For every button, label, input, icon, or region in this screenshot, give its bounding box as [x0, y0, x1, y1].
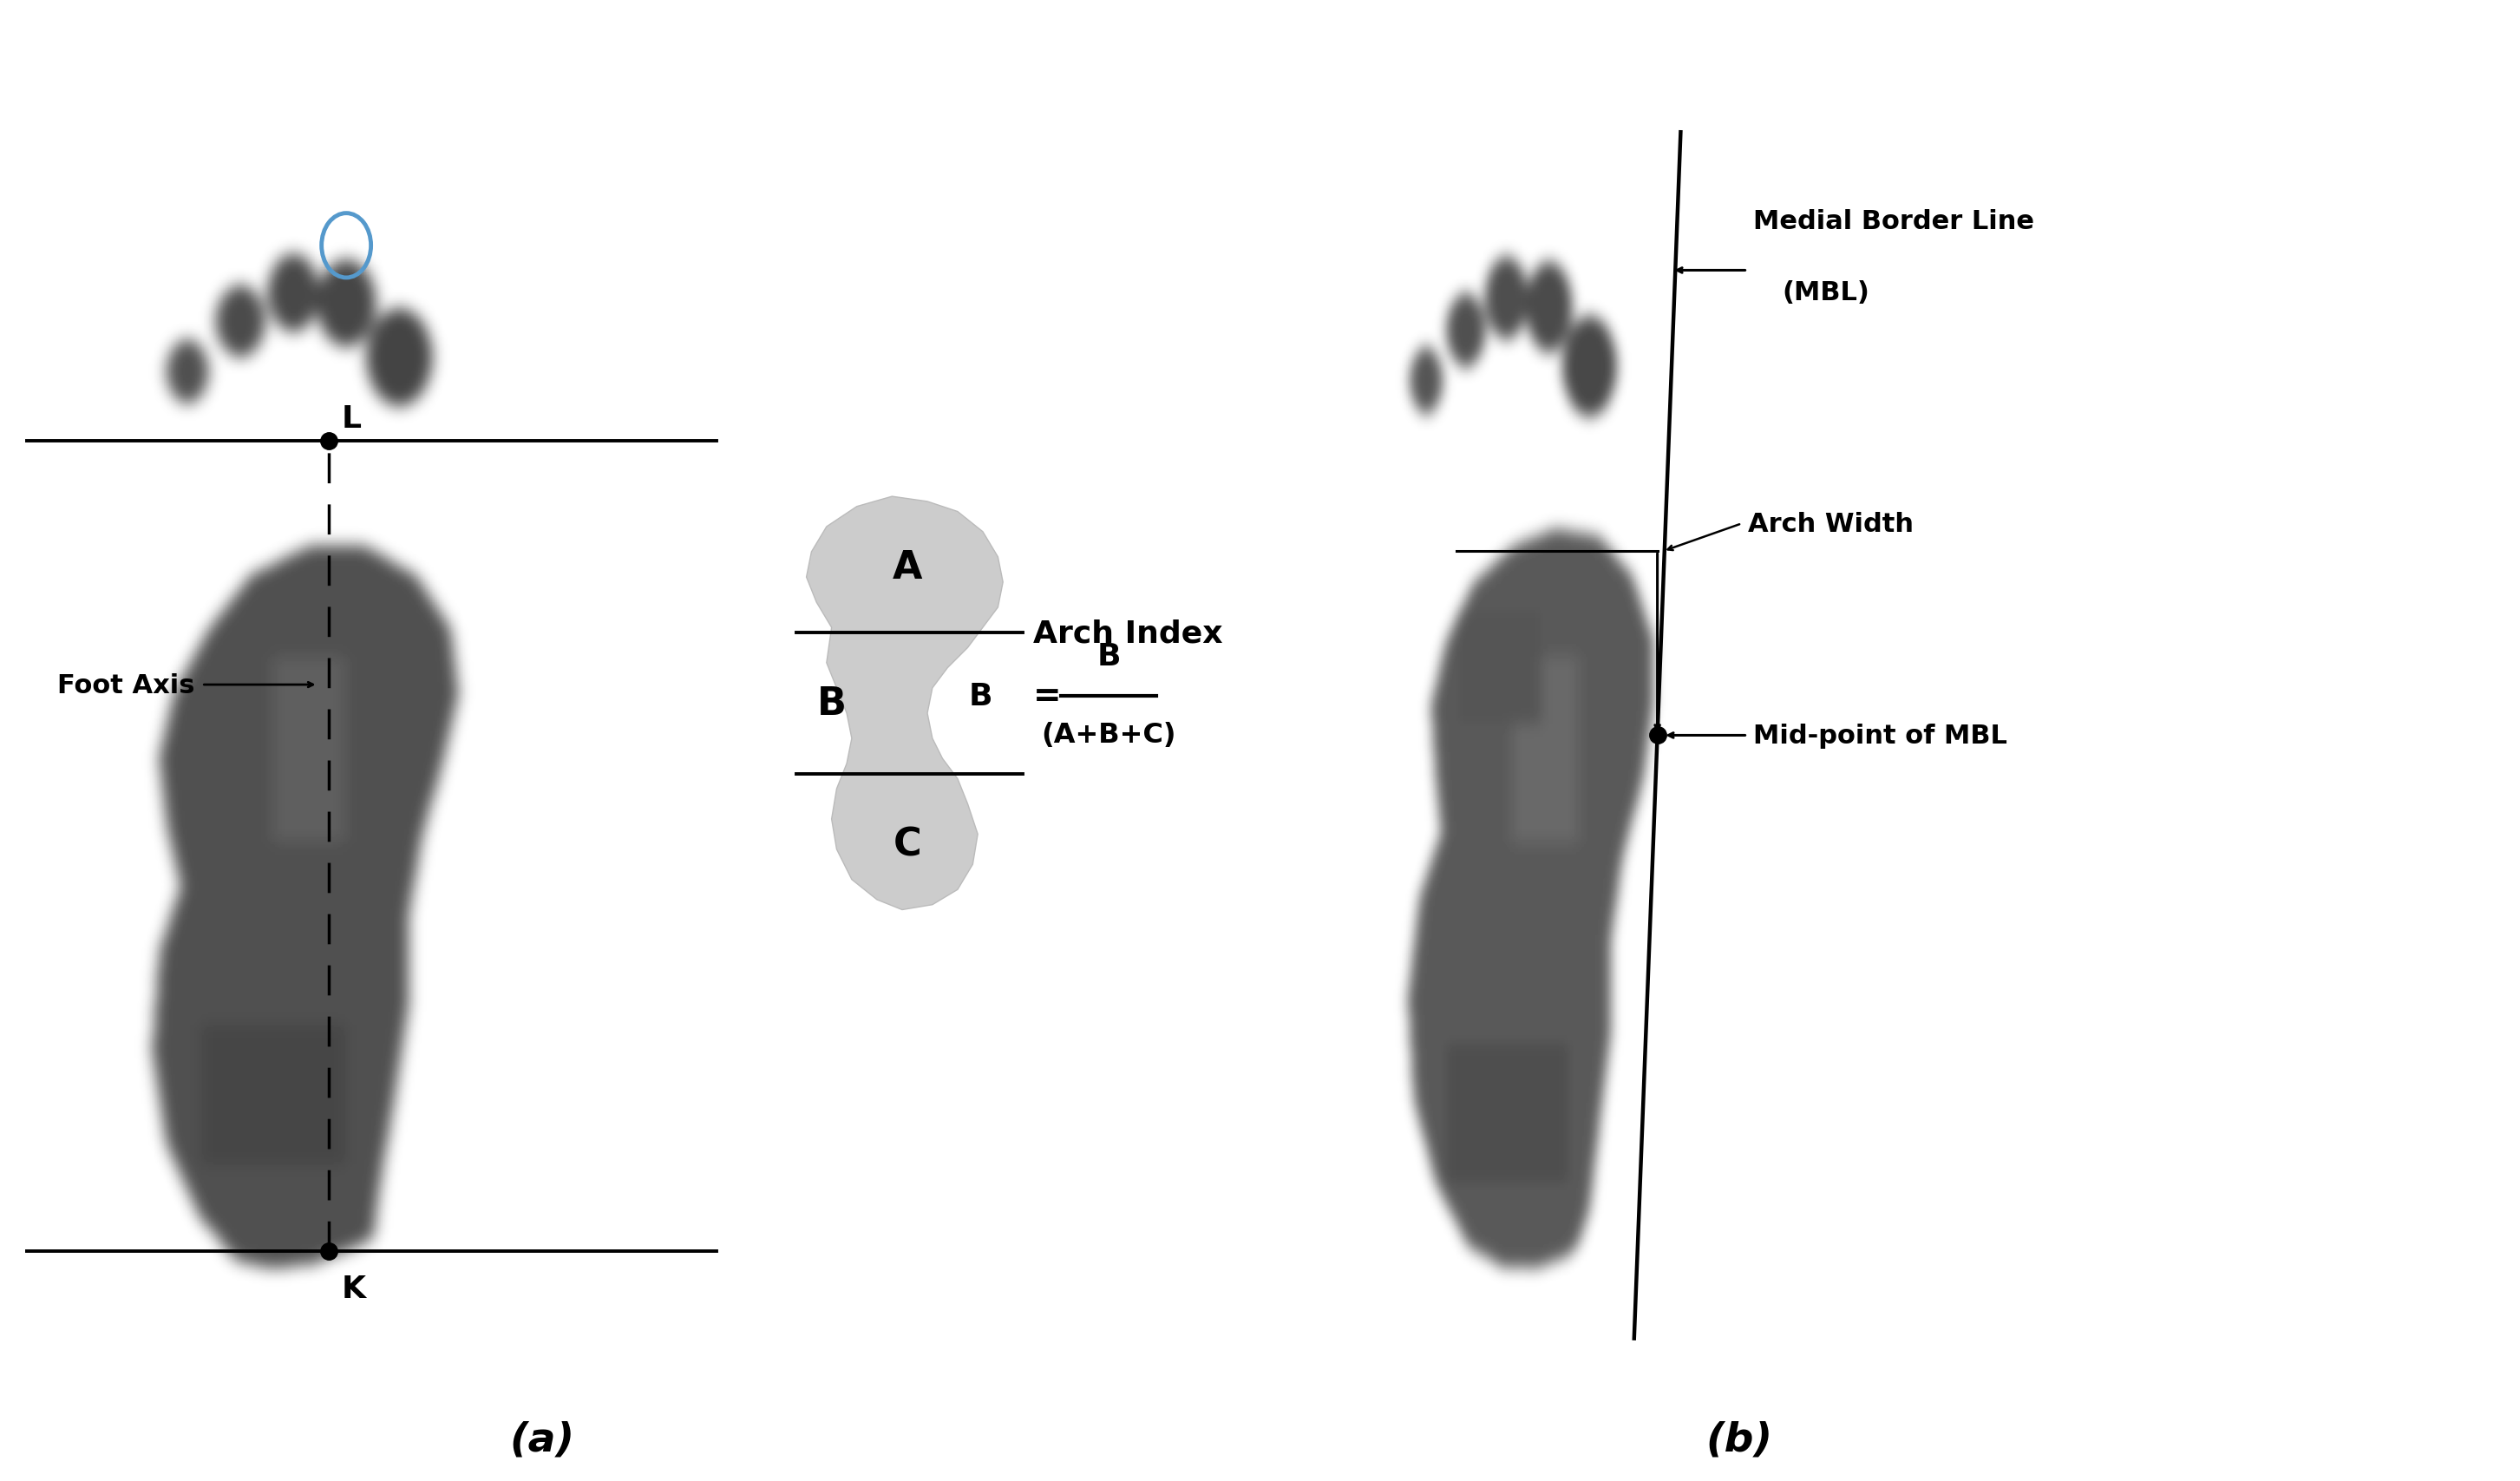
Text: Foot Axis: Foot Axis [58, 672, 194, 698]
Text: =: = [1033, 680, 1061, 712]
Text: Medial Border Line: Medial Border Line [1754, 209, 2034, 234]
Text: B: B [1096, 641, 1121, 671]
Text: (MBL): (MBL) [1782, 280, 1870, 305]
Text: A: A [892, 549, 922, 586]
Text: L: L [340, 404, 360, 434]
Text: B: B [970, 681, 993, 711]
Text: (a): (a) [509, 1420, 575, 1459]
Text: B: B [816, 684, 847, 723]
Text: Arch Width: Arch Width [1746, 511, 1913, 536]
Text: (A+B+C): (A+B+C) [1041, 721, 1177, 748]
Text: (b): (b) [1706, 1420, 1772, 1459]
Text: Mid-point of MBL: Mid-point of MBL [1754, 723, 2008, 748]
Text: C: C [892, 826, 922, 863]
Polygon shape [806, 498, 1003, 909]
Text: K: K [340, 1274, 365, 1303]
Text: Arch Index: Arch Index [1033, 619, 1222, 649]
